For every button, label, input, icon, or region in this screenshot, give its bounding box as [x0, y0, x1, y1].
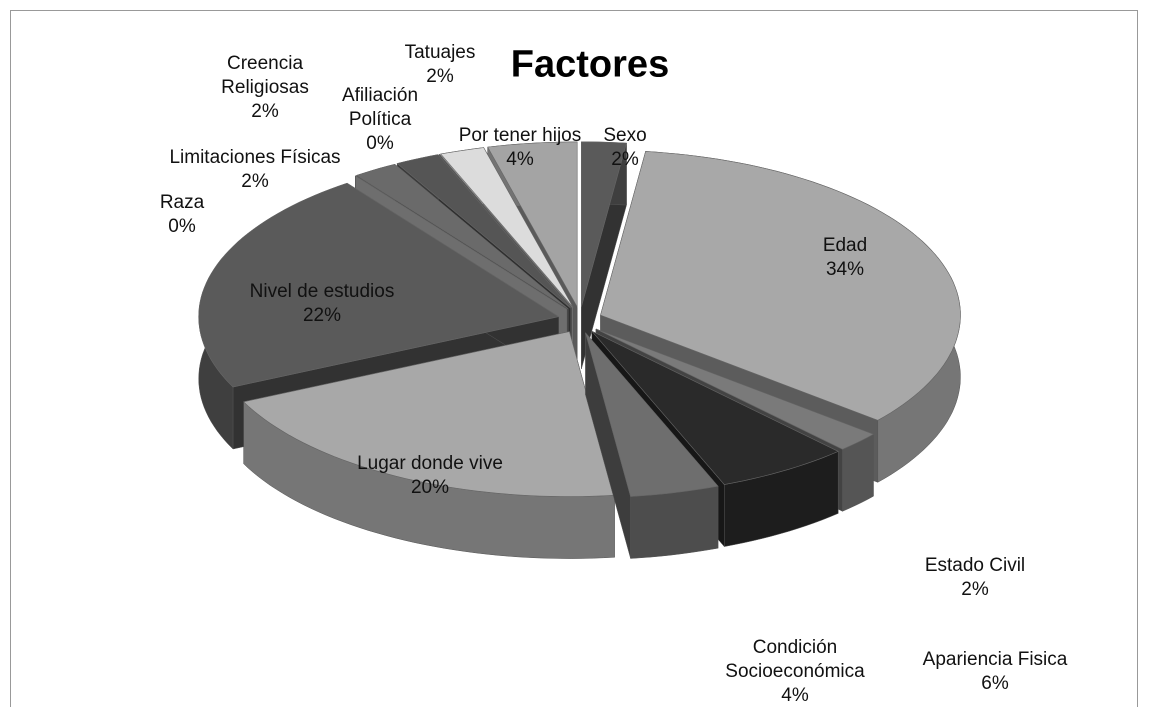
slice	[591, 330, 839, 485]
slice	[439, 154, 573, 308]
category-label: Creencia Religiosas	[221, 53, 309, 98]
data-label: Nivel de estudios 22%	[222, 280, 422, 328]
value-label: 4%	[506, 149, 534, 170]
data-label: Limitaciones Físicas 2%	[145, 146, 365, 194]
data-label: Estado Civil 2%	[905, 554, 1045, 602]
value-label: 2%	[241, 171, 269, 192]
value-label: 22%	[302, 305, 342, 326]
slice	[581, 141, 627, 307]
category-label: Limitaciones Físicas	[169, 147, 341, 168]
category-label: Edad	[822, 235, 868, 256]
data-label: Apariencia Fisica 6%	[915, 648, 1075, 696]
slice	[243, 331, 615, 497]
value-label: 34%	[825, 259, 865, 280]
value-label: 2%	[251, 101, 279, 122]
data-label: Creencia Religiosas 2%	[215, 52, 315, 124]
category-label: Estado Civil	[924, 555, 1026, 576]
data-label: Lugar donde vive 20%	[330, 452, 530, 500]
value-label: 2%	[426, 66, 454, 87]
category-label: Afiliación Política	[341, 85, 419, 130]
category-label: Tatuajes	[404, 42, 476, 63]
slice	[198, 182, 560, 388]
data-label: Por tener hijos 4%	[430, 124, 610, 172]
slice	[440, 147, 574, 308]
category-label: Por tener hijos	[458, 125, 582, 146]
data-label: Sexo 2%	[580, 124, 670, 172]
category-label: Condición Socioeconómica	[725, 637, 865, 682]
data-label: Edad 34%	[785, 234, 905, 282]
value-label: 20%	[410, 477, 450, 498]
value-label: 2%	[611, 149, 639, 170]
category-label: Nivel de estudios	[249, 281, 395, 302]
data-label: Tatuajes 2%	[390, 41, 490, 89]
value-label: 0%	[366, 133, 394, 154]
slice	[600, 151, 961, 421]
value-label: 6%	[981, 673, 1009, 694]
category-label: Lugar donde vive	[357, 453, 503, 474]
slice	[355, 163, 569, 310]
slice	[396, 154, 571, 309]
data-label: Afiliación Política 0%	[330, 84, 430, 156]
category-label: Raza	[159, 192, 205, 213]
chart-title: Factores	[510, 43, 670, 86]
slice	[595, 328, 875, 450]
value-label: 4%	[781, 685, 809, 706]
category-label: Sexo	[603, 125, 647, 146]
slice	[585, 332, 719, 497]
data-label: Raza 0%	[142, 191, 222, 239]
value-label: 2%	[961, 579, 989, 600]
data-label: Condición Socioeconómica 4%	[720, 636, 870, 707]
category-label: Apariencia Fisica	[922, 649, 1068, 670]
slice	[487, 141, 578, 309]
slice-rim	[630, 485, 719, 559]
slice	[355, 175, 568, 310]
chart-frame	[10, 10, 1138, 707]
value-label: 0%	[168, 216, 196, 237]
